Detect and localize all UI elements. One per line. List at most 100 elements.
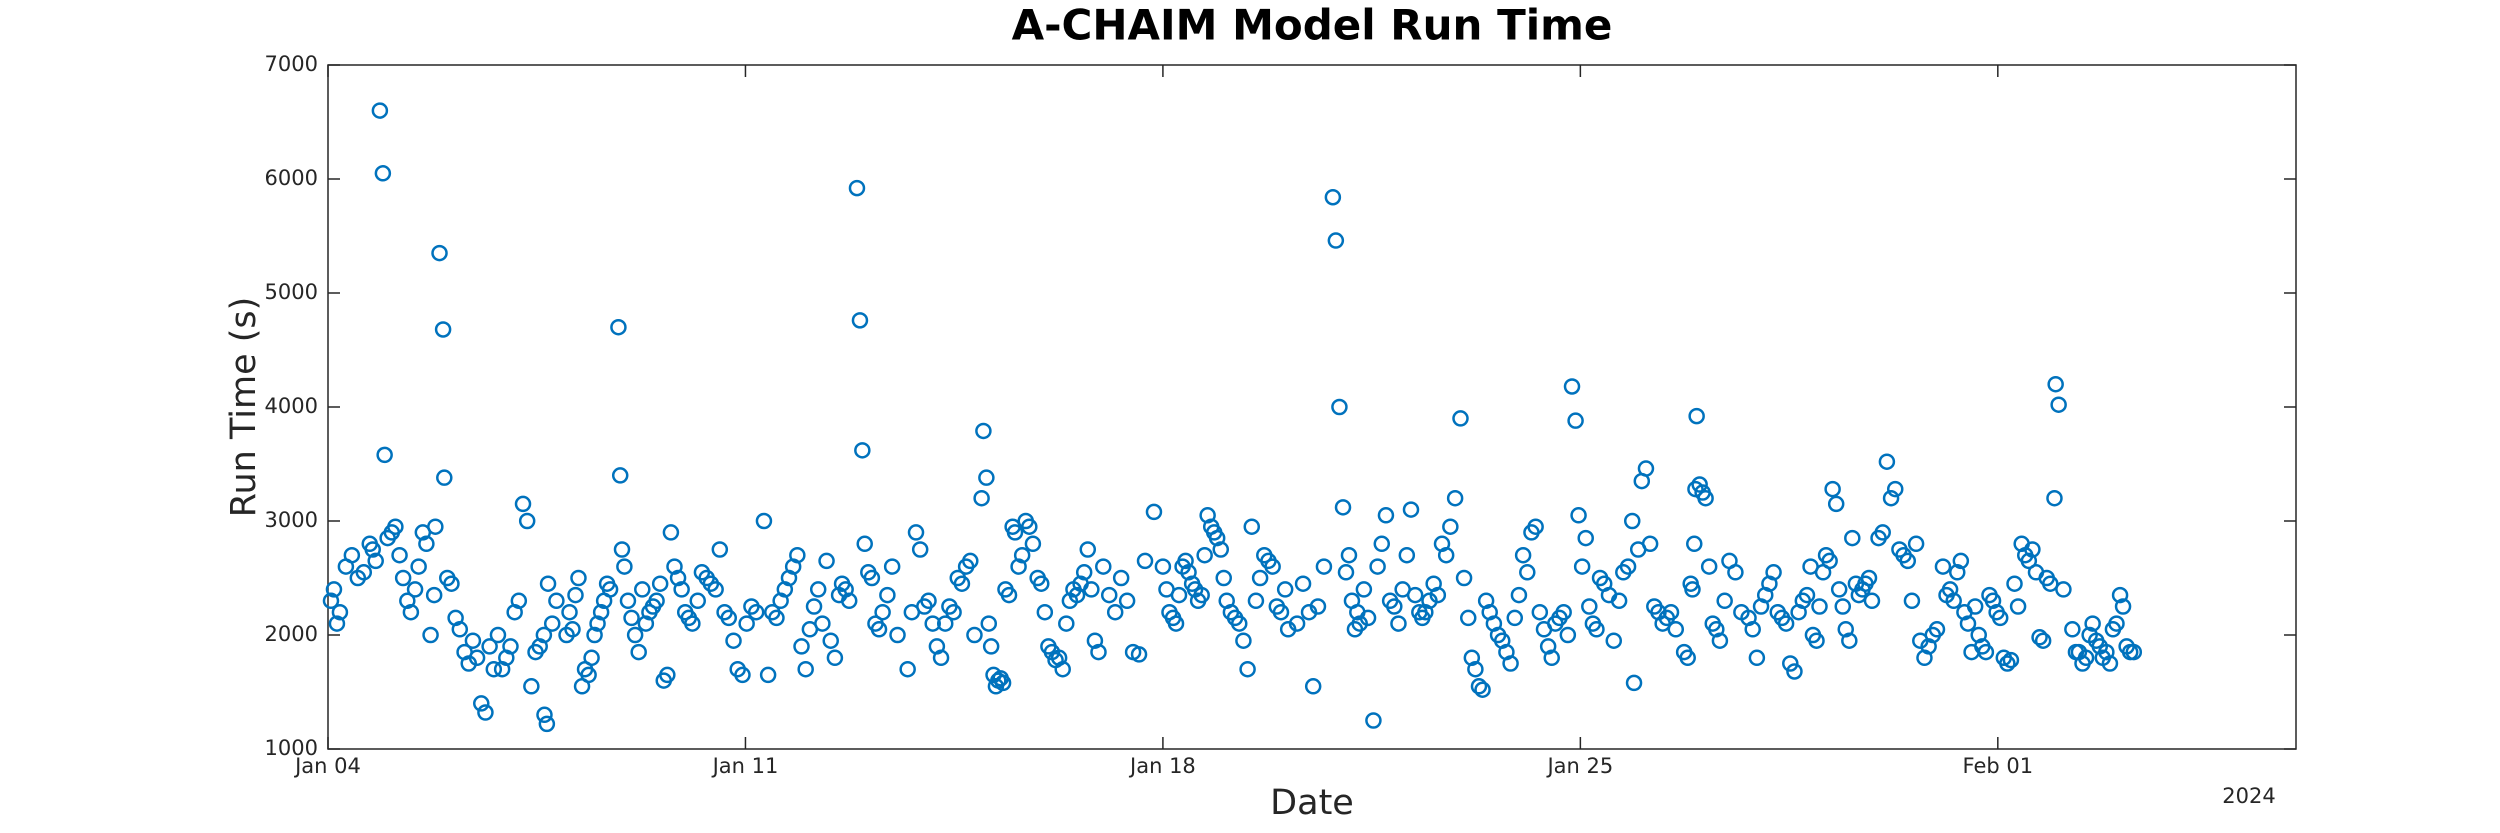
data-point bbox=[1247, 592, 1265, 610]
data-point bbox=[789, 546, 806, 564]
data-point bbox=[1886, 480, 1904, 498]
data-point bbox=[734, 666, 751, 684]
y-tick-label: 6000 bbox=[265, 166, 318, 190]
data-point bbox=[1543, 649, 1560, 667]
data-point bbox=[1036, 603, 1054, 621]
data-point bbox=[1239, 660, 1256, 678]
data-point bbox=[1369, 558, 1386, 575]
data-point bbox=[1167, 615, 1185, 632]
data-point bbox=[1748, 649, 1766, 667]
data-point bbox=[945, 603, 962, 621]
data-point bbox=[854, 442, 871, 459]
data-point bbox=[402, 603, 420, 621]
data-point bbox=[1199, 507, 1216, 524]
data-point bbox=[1021, 518, 1038, 535]
data-point bbox=[1727, 564, 1744, 581]
data-point bbox=[2098, 643, 2115, 661]
data-point bbox=[1860, 569, 1878, 587]
y-tick-label: 3000 bbox=[265, 508, 318, 532]
data-point bbox=[325, 581, 343, 598]
data-point bbox=[1288, 615, 1306, 632]
data-point bbox=[2050, 396, 2067, 413]
data-point bbox=[1928, 621, 1946, 638]
data-point bbox=[1570, 507, 1587, 524]
data-point bbox=[1154, 558, 1172, 575]
data-point bbox=[1208, 529, 1226, 547]
data-point bbox=[1716, 592, 1733, 610]
data-point bbox=[651, 575, 669, 592]
data-point bbox=[924, 615, 941, 632]
data-point bbox=[1145, 503, 1163, 521]
data-point bbox=[543, 615, 561, 632]
data-point bbox=[1446, 489, 1464, 507]
data-point bbox=[1106, 603, 1124, 621]
data-point bbox=[2006, 575, 2023, 592]
data-point bbox=[1777, 615, 1795, 632]
data-point bbox=[518, 512, 536, 530]
data-point bbox=[1588, 621, 1605, 638]
data-point bbox=[1691, 476, 1708, 493]
data-point bbox=[874, 603, 891, 621]
data-point bbox=[1959, 615, 1977, 632]
data-point bbox=[1459, 609, 1477, 627]
data-point bbox=[1334, 499, 1352, 516]
data-point bbox=[1033, 575, 1050, 592]
x-tick-label: Jan 11 bbox=[711, 754, 779, 778]
data-point bbox=[1075, 564, 1093, 581]
data-point bbox=[564, 621, 581, 638]
data-point bbox=[406, 581, 424, 598]
data-point bbox=[561, 603, 578, 621]
data-point bbox=[1991, 609, 2009, 627]
data-point bbox=[2047, 375, 2064, 393]
data-point bbox=[1878, 453, 1896, 470]
data-point bbox=[1170, 586, 1188, 604]
data-point bbox=[1463, 649, 1481, 667]
data-point bbox=[1402, 501, 1420, 518]
data-point bbox=[863, 569, 881, 587]
data-point bbox=[689, 592, 706, 610]
data-point bbox=[514, 495, 532, 513]
data-point bbox=[899, 660, 916, 678]
data-point bbox=[1177, 552, 1194, 570]
data-point bbox=[1786, 663, 1803, 680]
data-point bbox=[583, 649, 600, 667]
data-point bbox=[851, 312, 869, 329]
data-point bbox=[626, 626, 644, 644]
data-point bbox=[1641, 535, 1659, 553]
data-point bbox=[1559, 626, 1577, 644]
data-point bbox=[485, 660, 503, 678]
data-point bbox=[422, 626, 439, 644]
data-point bbox=[725, 632, 742, 649]
data-point bbox=[666, 558, 683, 575]
data-point bbox=[2031, 629, 2048, 646]
data-point bbox=[1949, 564, 1966, 581]
data-point bbox=[662, 524, 680, 541]
data-point bbox=[1010, 558, 1027, 575]
data-point bbox=[883, 558, 901, 575]
data-point bbox=[1824, 480, 1841, 498]
data-point bbox=[1100, 586, 1118, 604]
data-point bbox=[953, 575, 971, 592]
data-point bbox=[1013, 546, 1031, 564]
data-point bbox=[611, 467, 629, 484]
data-point bbox=[684, 615, 701, 632]
data-point bbox=[2111, 586, 2129, 604]
data-point bbox=[1984, 592, 2002, 610]
data-point bbox=[387, 518, 404, 535]
x-tick-label: Feb 01 bbox=[1963, 754, 2034, 778]
y-tick-label: 4000 bbox=[265, 394, 318, 418]
data-point bbox=[535, 626, 553, 644]
data-point bbox=[2114, 598, 2132, 615]
data-point bbox=[567, 586, 584, 604]
data-point bbox=[468, 649, 486, 667]
data-point bbox=[2024, 541, 2041, 558]
data-point bbox=[570, 569, 587, 587]
data-point bbox=[1365, 712, 1382, 729]
data-point bbox=[1697, 489, 1714, 507]
data-point bbox=[391, 546, 408, 564]
data-point bbox=[619, 592, 637, 610]
data-point bbox=[1398, 546, 1416, 564]
data-point bbox=[1637, 460, 1655, 477]
data-point bbox=[592, 603, 610, 621]
data-point bbox=[837, 581, 854, 598]
